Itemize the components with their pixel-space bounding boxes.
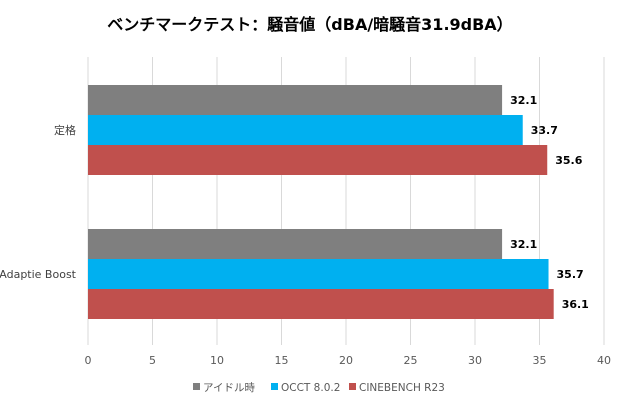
- legend-swatch: [193, 383, 200, 390]
- x-tick-label: 0: [85, 354, 92, 367]
- category-label: Adaptie Boost: [0, 268, 77, 281]
- bar: [88, 259, 549, 289]
- data-label: 36.1: [562, 298, 589, 311]
- legend-swatch: [349, 383, 356, 390]
- data-label: 32.1: [510, 238, 537, 251]
- bar: [88, 289, 554, 319]
- legend-label: OCCT 8.0.2: [281, 382, 340, 394]
- bar: [88, 229, 503, 259]
- x-tick-label: 35: [533, 354, 547, 367]
- data-label: 33.7: [531, 124, 558, 137]
- x-tick-label: 5: [149, 354, 156, 367]
- x-tick-label: 30: [468, 354, 482, 367]
- legend-label: CINEBENCH R23: [359, 382, 445, 394]
- legend-swatch: [271, 383, 278, 390]
- x-tick-label: 15: [275, 354, 289, 367]
- chart-title: ベンチマークテスト：騒音値（dBA/暗騒音31.9dBA）: [107, 15, 512, 34]
- data-label: 35.6: [555, 154, 582, 167]
- data-label: 35.7: [557, 268, 584, 281]
- x-tick-label: 25: [404, 354, 418, 367]
- bar: [88, 85, 503, 115]
- category-label: 定格: [54, 123, 76, 137]
- x-tick-label: 20: [339, 354, 353, 367]
- data-label: 32.1: [510, 94, 537, 107]
- bar: [88, 115, 523, 145]
- x-tick-label: 40: [597, 354, 611, 367]
- legend-label: アイドル時: [203, 382, 255, 394]
- bar: [88, 145, 548, 175]
- x-tick-label: 10: [210, 354, 224, 367]
